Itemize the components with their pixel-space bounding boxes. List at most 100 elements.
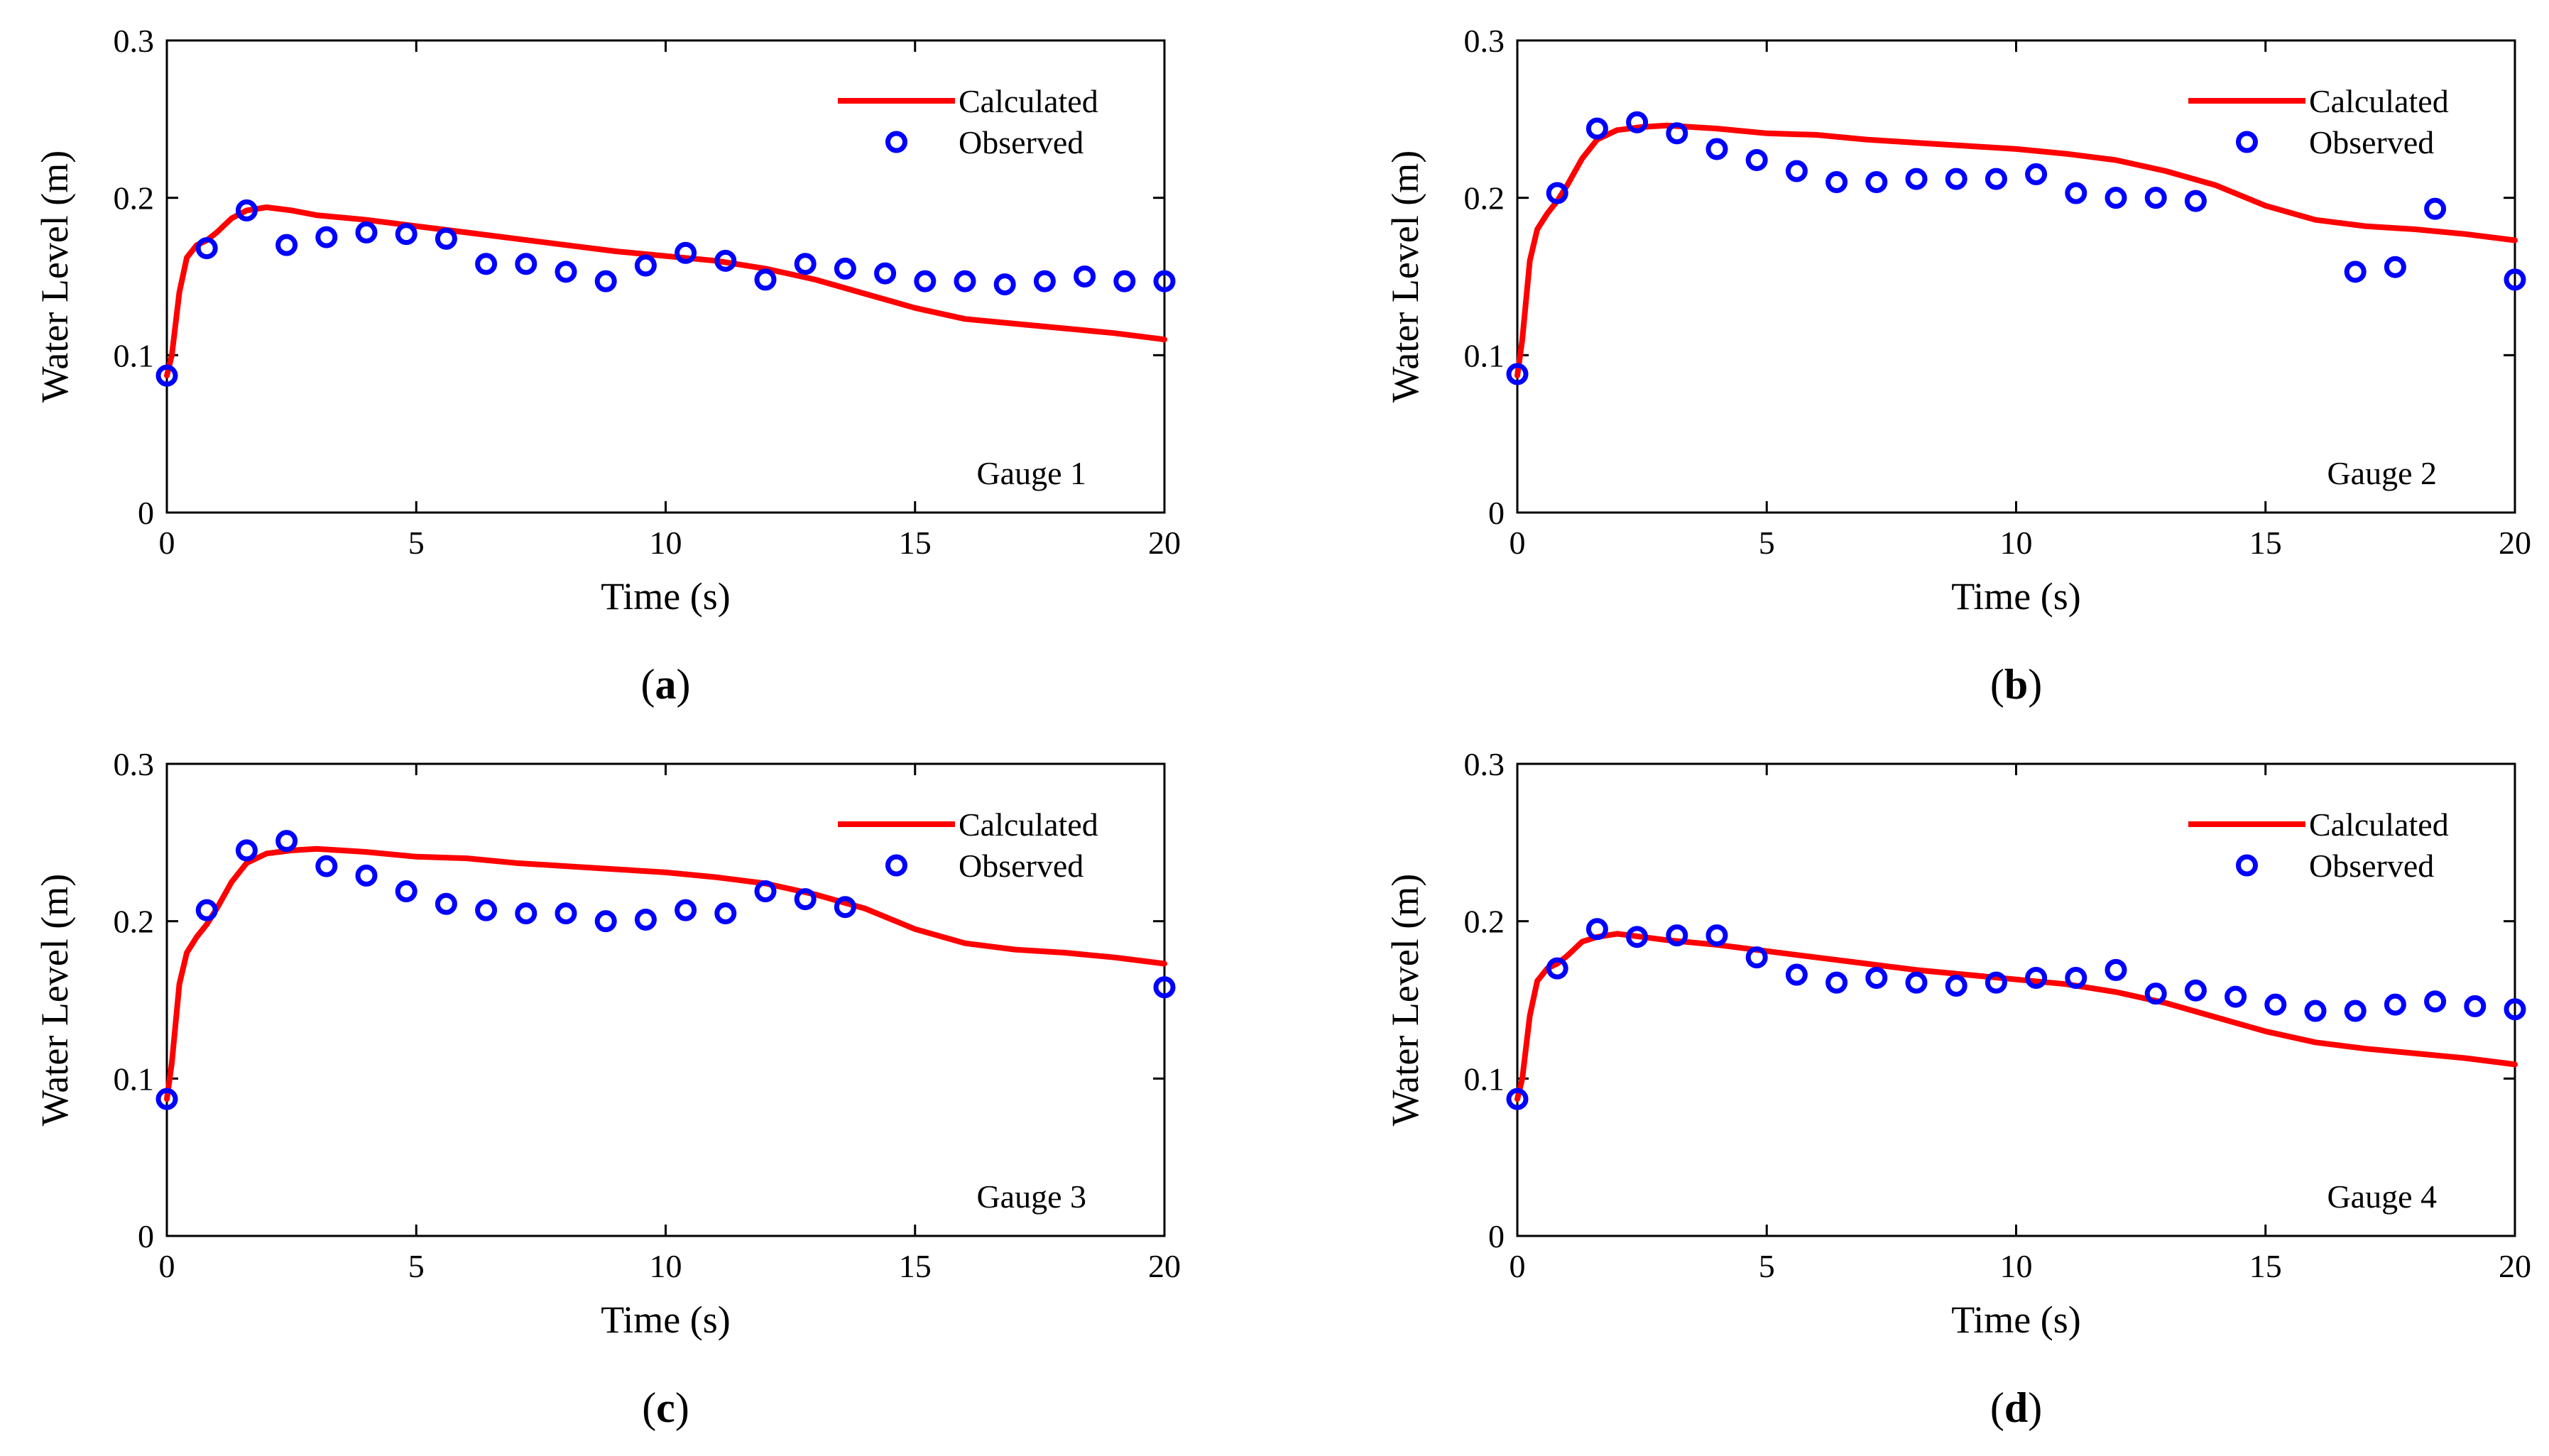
panel-caption: (c) xyxy=(642,1384,689,1431)
x-axis-title: Time (s) xyxy=(1951,1298,2081,1341)
y-tick-label: 0.2 xyxy=(1464,180,1505,217)
observed-point xyxy=(2424,197,2447,220)
legend-calculated-label: Calculated xyxy=(2309,83,2449,119)
x-axis-title: Time (s) xyxy=(601,1298,731,1341)
y-tick-label: 0 xyxy=(138,1218,154,1254)
observed-point xyxy=(1666,924,1688,947)
x-tick-label: 10 xyxy=(2000,1248,2033,1284)
y-tick-label: 0 xyxy=(138,495,154,531)
observed-point xyxy=(1705,924,1728,947)
observed-point xyxy=(2304,1000,2327,1022)
caption-letter: c xyxy=(656,1384,675,1431)
y-tick-label: 0.3 xyxy=(114,23,155,59)
observed-point xyxy=(1626,926,1649,948)
observed-point xyxy=(834,257,856,280)
caption-close-paren: ) xyxy=(2028,1384,2042,1431)
observed-point xyxy=(275,830,298,853)
observed-point xyxy=(794,888,817,911)
y-tick-label: 0.1 xyxy=(114,1061,155,1097)
x-tick-label: 20 xyxy=(2499,525,2531,561)
observed-point xyxy=(2504,998,2526,1021)
observed-point xyxy=(1074,266,1096,288)
caption-letter: a xyxy=(655,661,677,708)
observed-point xyxy=(2065,966,2087,989)
observed-point xyxy=(594,270,617,292)
caption-open-paren: ( xyxy=(642,1384,656,1431)
legend-observed-swatch xyxy=(2236,854,2258,877)
observed-point xyxy=(2384,993,2406,1016)
observed-point xyxy=(1745,946,1768,969)
observed-point xyxy=(1945,168,1967,190)
gauge-annotation: Gauge 2 xyxy=(2327,455,2437,491)
observed-point xyxy=(2504,268,2526,291)
observed-point xyxy=(515,253,537,275)
observed-point xyxy=(355,221,378,243)
observed-point xyxy=(1506,363,1529,385)
x-tick-label: 15 xyxy=(899,525,932,561)
observed-point xyxy=(2184,190,2207,212)
legend-calculated-label: Calculated xyxy=(959,83,1098,119)
observed-point xyxy=(315,226,338,248)
observed-point xyxy=(2344,1000,2367,1022)
y-tick-label: 0.1 xyxy=(1464,1061,1505,1097)
chart-panel-c: 0 5 10 15 20 0 0.1 0.2 0.3 Time (s) Water Level (m… xyxy=(33,746,1181,1431)
observed-point xyxy=(1546,182,1568,204)
observed-point xyxy=(1113,270,1136,292)
observed-point xyxy=(1905,971,1928,994)
observed-point xyxy=(634,254,657,277)
observed-point xyxy=(1585,117,1608,140)
observed-point xyxy=(1585,918,1608,941)
panel-caption: (b) xyxy=(1990,661,2042,708)
x-axis-title: Time (s) xyxy=(601,575,731,618)
observed-point xyxy=(555,902,577,925)
x-tick-label: 15 xyxy=(2249,525,2282,561)
legend-observed-swatch xyxy=(885,131,907,153)
observed-point xyxy=(435,892,457,915)
observed-point xyxy=(2184,979,2207,1002)
observed-point xyxy=(1865,171,1888,193)
chart-panel-d: 0 5 10 15 20 0 0.1 0.2 0.3 Time (s) Water Level (m… xyxy=(1384,746,2531,1431)
observed-point xyxy=(1785,963,1808,986)
observed-point xyxy=(2424,990,2447,1013)
y-tick-label: 0.2 xyxy=(114,180,155,217)
observed-point xyxy=(1506,1088,1529,1110)
y-axis-title: Water Level (m) xyxy=(33,874,76,1126)
caption-letter: b xyxy=(2004,661,2028,708)
calculated-series-line xyxy=(1514,122,2518,379)
x-tick-label: 0 xyxy=(1510,1248,1526,1284)
panel-caption: (a) xyxy=(641,661,691,708)
observed-point xyxy=(1546,957,1568,980)
observed-point xyxy=(155,364,178,387)
caption-open-paren: ( xyxy=(641,661,655,708)
y-tick-label: 0.3 xyxy=(1464,746,1505,782)
caption-close-paren: ) xyxy=(675,1384,689,1431)
calculated-series-line xyxy=(1514,931,2518,1102)
x-tick-label: 5 xyxy=(1759,1248,1775,1284)
x-tick-label: 5 xyxy=(408,1248,425,1284)
observed-point xyxy=(2065,182,2087,204)
observed-point xyxy=(714,249,737,272)
x-tick-label: 5 xyxy=(408,525,425,561)
observed-point xyxy=(675,899,697,921)
x-tick-label: 0 xyxy=(159,525,175,561)
observed-point xyxy=(714,902,737,925)
observed-point xyxy=(1666,122,1688,145)
observed-point xyxy=(834,896,856,919)
x-tick-label: 0 xyxy=(159,1248,175,1284)
observed-point xyxy=(1985,971,2007,994)
gauge-annotation: Gauge 4 xyxy=(2327,1178,2437,1215)
observed-point xyxy=(1153,270,1176,292)
observed-point xyxy=(2025,966,2048,989)
observed-point xyxy=(754,268,777,291)
legend: Calculated Observed xyxy=(2188,83,2449,160)
observed-point xyxy=(1865,966,1888,989)
observed-point xyxy=(555,261,577,283)
observed-point xyxy=(2225,985,2247,1008)
caption-close-paren: ) xyxy=(677,661,691,708)
panel-caption: (d) xyxy=(1990,1384,2042,1431)
y-tick-label: 0 xyxy=(1488,495,1505,531)
caption-letter: d xyxy=(2004,1384,2028,1431)
observed-point xyxy=(475,899,498,921)
observed-point xyxy=(1905,168,1928,190)
